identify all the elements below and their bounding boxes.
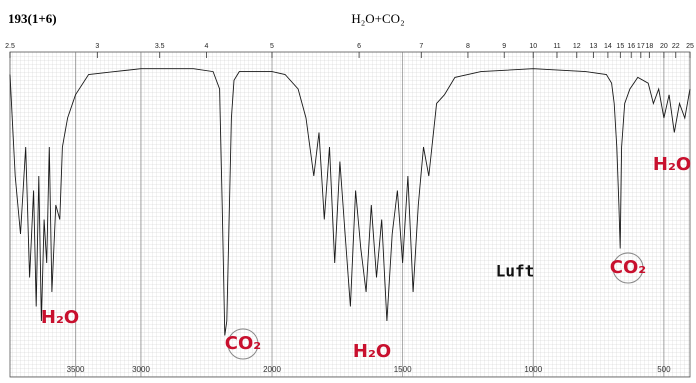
x2-tick-label: 2.5 bbox=[5, 43, 15, 50]
annotation: CO₂ bbox=[610, 257, 646, 278]
chart-title: H₂O+CO₂ bbox=[351, 11, 404, 26]
annotation: H₂O bbox=[353, 341, 391, 362]
x2-tick-label: 3.5 bbox=[155, 43, 165, 50]
x2-tick-label: 14 bbox=[604, 43, 612, 50]
x2-tick-label: 7 bbox=[419, 43, 423, 50]
chart-label: 193(1+6) bbox=[8, 11, 57, 26]
x2-tick-label: 25 bbox=[686, 43, 694, 50]
x-tick-label: 1500 bbox=[394, 365, 412, 374]
x2-tick-label: 13 bbox=[590, 43, 598, 50]
x2-tick-label: 9 bbox=[502, 43, 506, 50]
x2-tick-label: 10 bbox=[529, 43, 537, 50]
x2-tick-label: 22 bbox=[672, 43, 680, 50]
x2-tick-label: 6 bbox=[357, 43, 361, 50]
annotation: Luft bbox=[496, 262, 535, 281]
x2-tick-label: 20 bbox=[660, 43, 668, 50]
x2-tick-label: 4 bbox=[205, 43, 209, 50]
x2-tick-label: 3 bbox=[95, 43, 99, 50]
x-tick-label: 1000 bbox=[524, 365, 542, 374]
plot-area bbox=[9, 51, 691, 378]
x-tick-label: 3000 bbox=[132, 365, 150, 374]
annotation-circle bbox=[612, 252, 644, 284]
annotation-circle bbox=[227, 328, 259, 360]
x2-tick-label: 17 bbox=[637, 43, 645, 50]
annotation: CO₂ bbox=[225, 333, 261, 354]
x2-tick-label: 8 bbox=[466, 43, 470, 50]
spectrum-line bbox=[9, 68, 691, 336]
x2-tick-label: 16 bbox=[627, 43, 635, 50]
x2-tick-label: 5 bbox=[270, 43, 274, 50]
annotation: H₂O bbox=[41, 307, 79, 328]
x2-tick-label: 11 bbox=[553, 43, 560, 50]
x-tick-label: 2000 bbox=[263, 365, 281, 374]
x-tick-label: 3500 bbox=[67, 365, 85, 374]
x2-tick-label: 18 bbox=[645, 43, 653, 50]
annotation: H₂O bbox=[653, 154, 691, 175]
x2-tick-label: 15 bbox=[616, 43, 624, 50]
x-tick-label: 500 bbox=[657, 365, 671, 374]
x2-tick-label: 12 bbox=[573, 43, 581, 50]
